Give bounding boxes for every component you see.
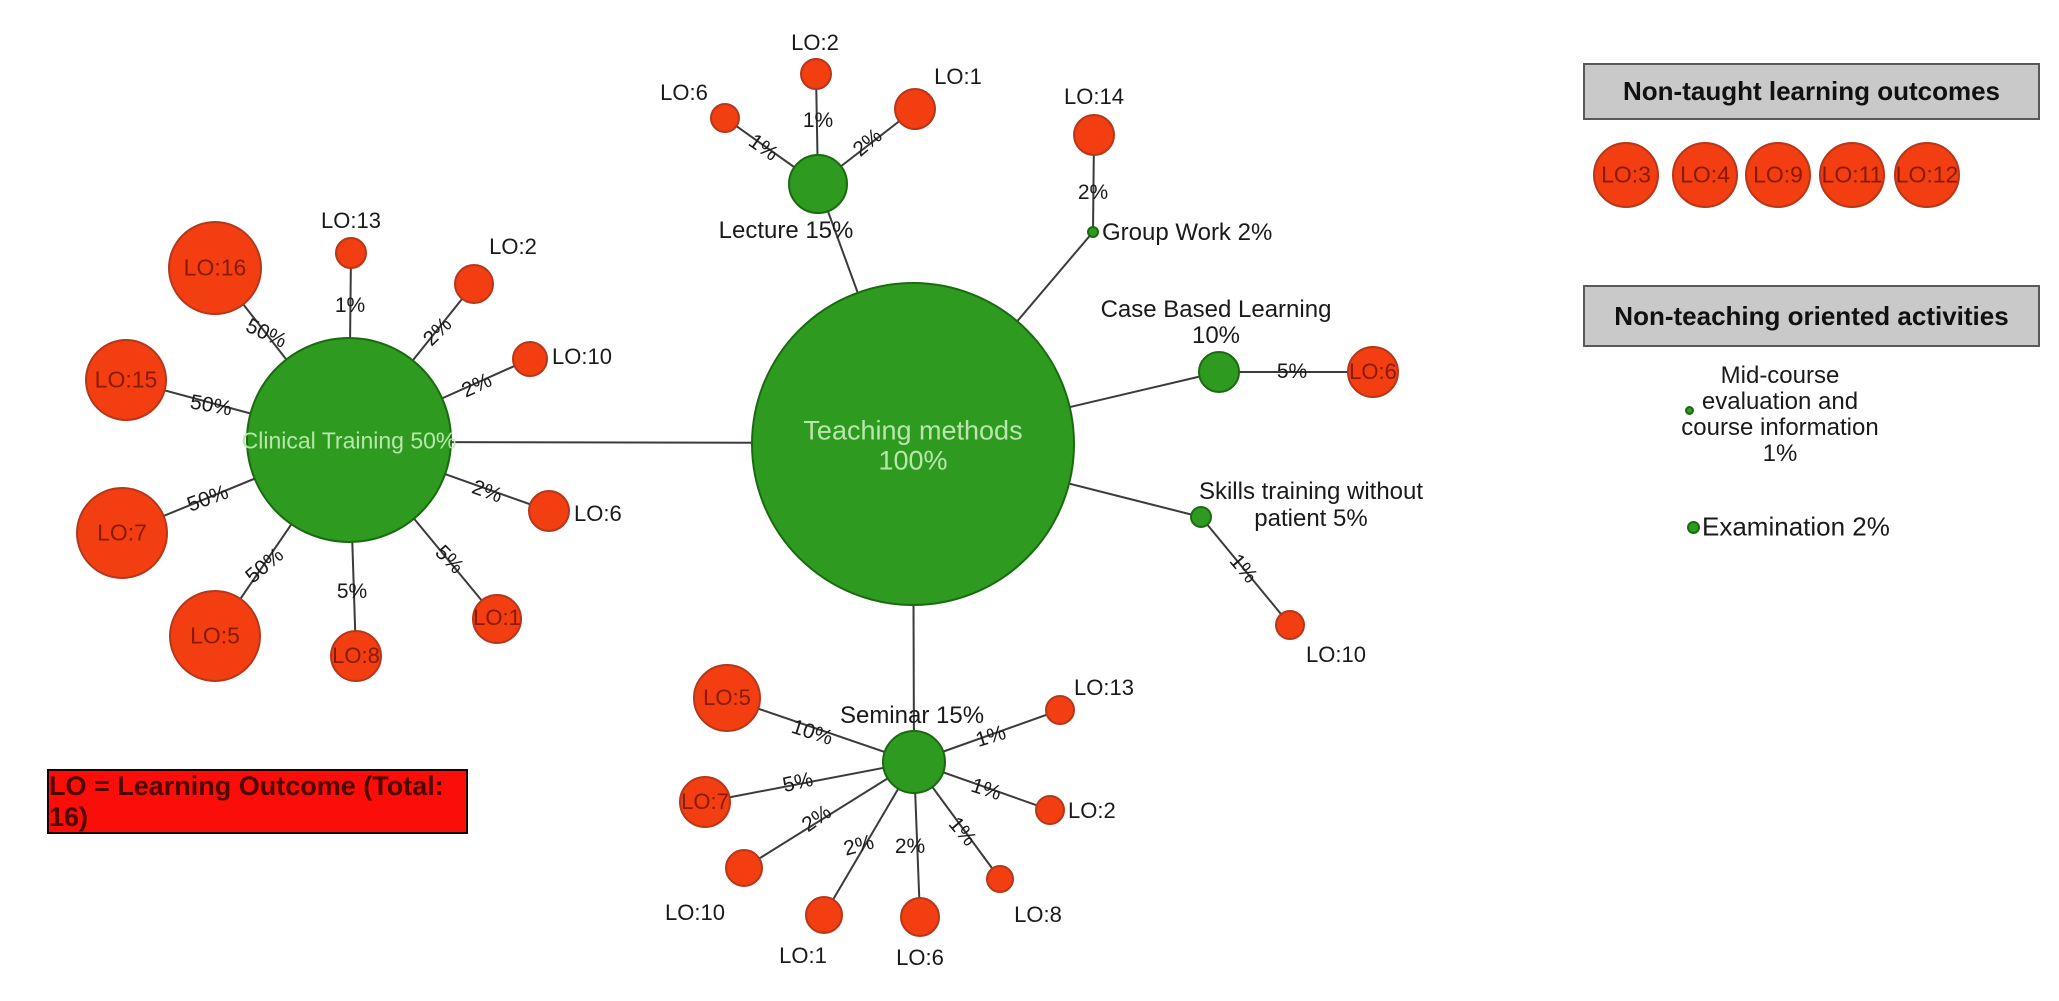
examination-label: Examination 2% — [1702, 511, 1890, 542]
node-seminar-lo10 — [725, 849, 763, 887]
hub-skills-training — [1190, 506, 1212, 528]
node-clinical-lo13 — [335, 237, 367, 269]
node-lecture-lo1-label: LO:1 — [934, 64, 982, 89]
node-lecture-lo6-label: LO:6 — [660, 80, 708, 105]
node-nontaught-lo3 — [1593, 142, 1659, 208]
node-nontaught-lo11 — [1819, 142, 1885, 208]
node-clinical-lo16-label: LO:16 — [183, 254, 247, 281]
node-clinical-lo8-label: LO:8 — [332, 643, 380, 668]
hub-teaching-methods-title: Teaching methods — [803, 415, 1023, 446]
node-seminar-lo13 — [1045, 695, 1075, 725]
node-clinical-lo5-label: LO:5 — [190, 622, 240, 649]
hub-lecture-label: Lecture 15% — [718, 217, 854, 244]
hub-clinical-training-label: Clinical Training 50% — [241, 427, 457, 454]
hub-group-work-label: Group Work 2% — [1102, 219, 1273, 246]
node-nontaught-lo4-label: LO:4 — [1680, 161, 1730, 188]
node-groupwork-lo14-label: LO:14 — [1064, 84, 1124, 109]
edge-label-lecture-lo2: 1% — [802, 109, 834, 132]
edge-label-clinical-lo8: 5% — [336, 580, 368, 603]
edge-skills-lo10 — [1200, 516, 1291, 626]
node-seminar-lo10-label: LO:10 — [665, 900, 725, 925]
node-nontaught-lo9 — [1745, 142, 1811, 208]
node-clinical-lo7-label: LO:7 — [97, 519, 147, 546]
node-nontaught-lo11-label: LO:11 — [1821, 161, 1883, 188]
hub-group-work — [1087, 226, 1099, 238]
hub-lecture — [788, 154, 848, 214]
mid-course-line4: 1% — [1762, 440, 1798, 467]
hub-clinical-training — [246, 337, 452, 543]
node-nontaught-lo4 — [1672, 142, 1738, 208]
node-clinical-lo15-label: LO:15 — [94, 366, 158, 393]
edge-label-clinical-lo13: 1% — [334, 294, 366, 317]
hub-seminar — [882, 730, 946, 794]
node-mid-course-dot — [1685, 406, 1694, 415]
node-lecture-lo2-label: LO:2 — [791, 30, 839, 55]
node-clinical-lo10 — [512, 341, 548, 377]
hub-seminar-label: Seminar 15% — [839, 702, 985, 729]
node-seminar-lo7 — [679, 776, 731, 828]
node-seminar-lo8-label: LO:8 — [1014, 902, 1062, 927]
hub-teaching-methods-pct: 100% — [878, 445, 948, 476]
node-lecture-lo6 — [710, 103, 740, 133]
node-clinical-lo5 — [169, 590, 261, 682]
node-seminar-lo2-label: LO:2 — [1068, 798, 1116, 823]
hub-case-based-pct: 10% — [1191, 322, 1241, 349]
edge-label-groupwork-lo14: 2% — [1077, 181, 1109, 204]
node-seminar-lo5 — [693, 664, 761, 732]
mid-course-text: Mid-course evaluation and course informa… — [1681, 363, 1878, 467]
edge-label-casebased-lo6: 5% — [1276, 360, 1308, 383]
edge-seminar-lo10 — [743, 761, 915, 869]
node-skills-lo10 — [1275, 610, 1305, 640]
node-clinical-lo13-label: LO:13 — [321, 208, 381, 233]
node-seminar-lo6-label: LO:6 — [896, 945, 944, 970]
node-nontaught-lo9-label: LO:9 — [1753, 161, 1803, 188]
node-seminar-lo5-label: LO:5 — [703, 685, 751, 710]
node-clinical-lo1 — [472, 594, 522, 644]
panel-non-taught-title: Non-taught learning outcomes — [1583, 63, 2040, 120]
hub-skills-training-title-line2: patient 5% — [1254, 505, 1368, 532]
panel-non-teaching-title: Non-teaching oriented activities — [1583, 285, 2040, 347]
node-clinical-lo6-label: LO:6 — [574, 501, 622, 526]
node-clinical-lo15 — [85, 339, 167, 421]
hub-case-based-title: Case Based Learning — [1100, 296, 1332, 323]
node-nontaught-lo12 — [1894, 142, 1960, 208]
node-clinical-lo2-label: LO:2 — [489, 234, 537, 259]
mid-course-line2: evaluation and — [1701, 388, 1859, 415]
node-clinical-lo8 — [330, 630, 382, 682]
node-clinical-lo2 — [454, 264, 494, 304]
mid-course-line1: Mid-course — [1720, 362, 1840, 389]
node-seminar-lo2 — [1035, 795, 1065, 825]
node-skills-lo10-label: LO:10 — [1306, 642, 1366, 667]
node-examination-dot — [1687, 521, 1700, 534]
node-seminar-lo7-label: LO:7 — [681, 789, 729, 814]
node-nontaught-lo12-label: LO:12 — [1895, 161, 1959, 188]
node-seminar-lo1-label: LO:1 — [779, 943, 827, 968]
node-seminar-lo1 — [805, 896, 843, 934]
node-seminar-lo8 — [986, 865, 1014, 893]
edge-label-seminar-lo6: 2% — [894, 835, 926, 858]
node-clinical-lo10-label: LO:10 — [552, 344, 612, 369]
node-clinical-lo1-label: LO:1 — [473, 605, 521, 630]
node-seminar-lo6 — [900, 897, 940, 937]
node-lecture-lo1 — [894, 88, 936, 130]
node-clinical-lo16 — [168, 221, 262, 315]
hub-skills-training-title-line1: Skills training without — [1198, 478, 1424, 505]
node-casebased-lo6-label: LO:6 — [1349, 359, 1397, 384]
hub-case-based — [1198, 351, 1240, 393]
node-clinical-lo7 — [76, 487, 168, 579]
mid-course-line3: course information — [1681, 414, 1879, 441]
node-seminar-lo13-label: LO:13 — [1074, 675, 1134, 700]
node-groupwork-lo14 — [1073, 114, 1115, 156]
edge-seminar-lo7 — [704, 761, 915, 803]
node-nontaught-lo3-label: LO:3 — [1601, 161, 1651, 188]
node-clinical-lo6 — [528, 490, 570, 532]
legend-lo-definition: LO = Learning Outcome (Total: 16) — [47, 769, 468, 834]
node-lecture-lo2 — [800, 58, 832, 90]
node-casebased-lo6 — [1347, 346, 1399, 398]
hub-teaching-methods — [751, 282, 1075, 606]
